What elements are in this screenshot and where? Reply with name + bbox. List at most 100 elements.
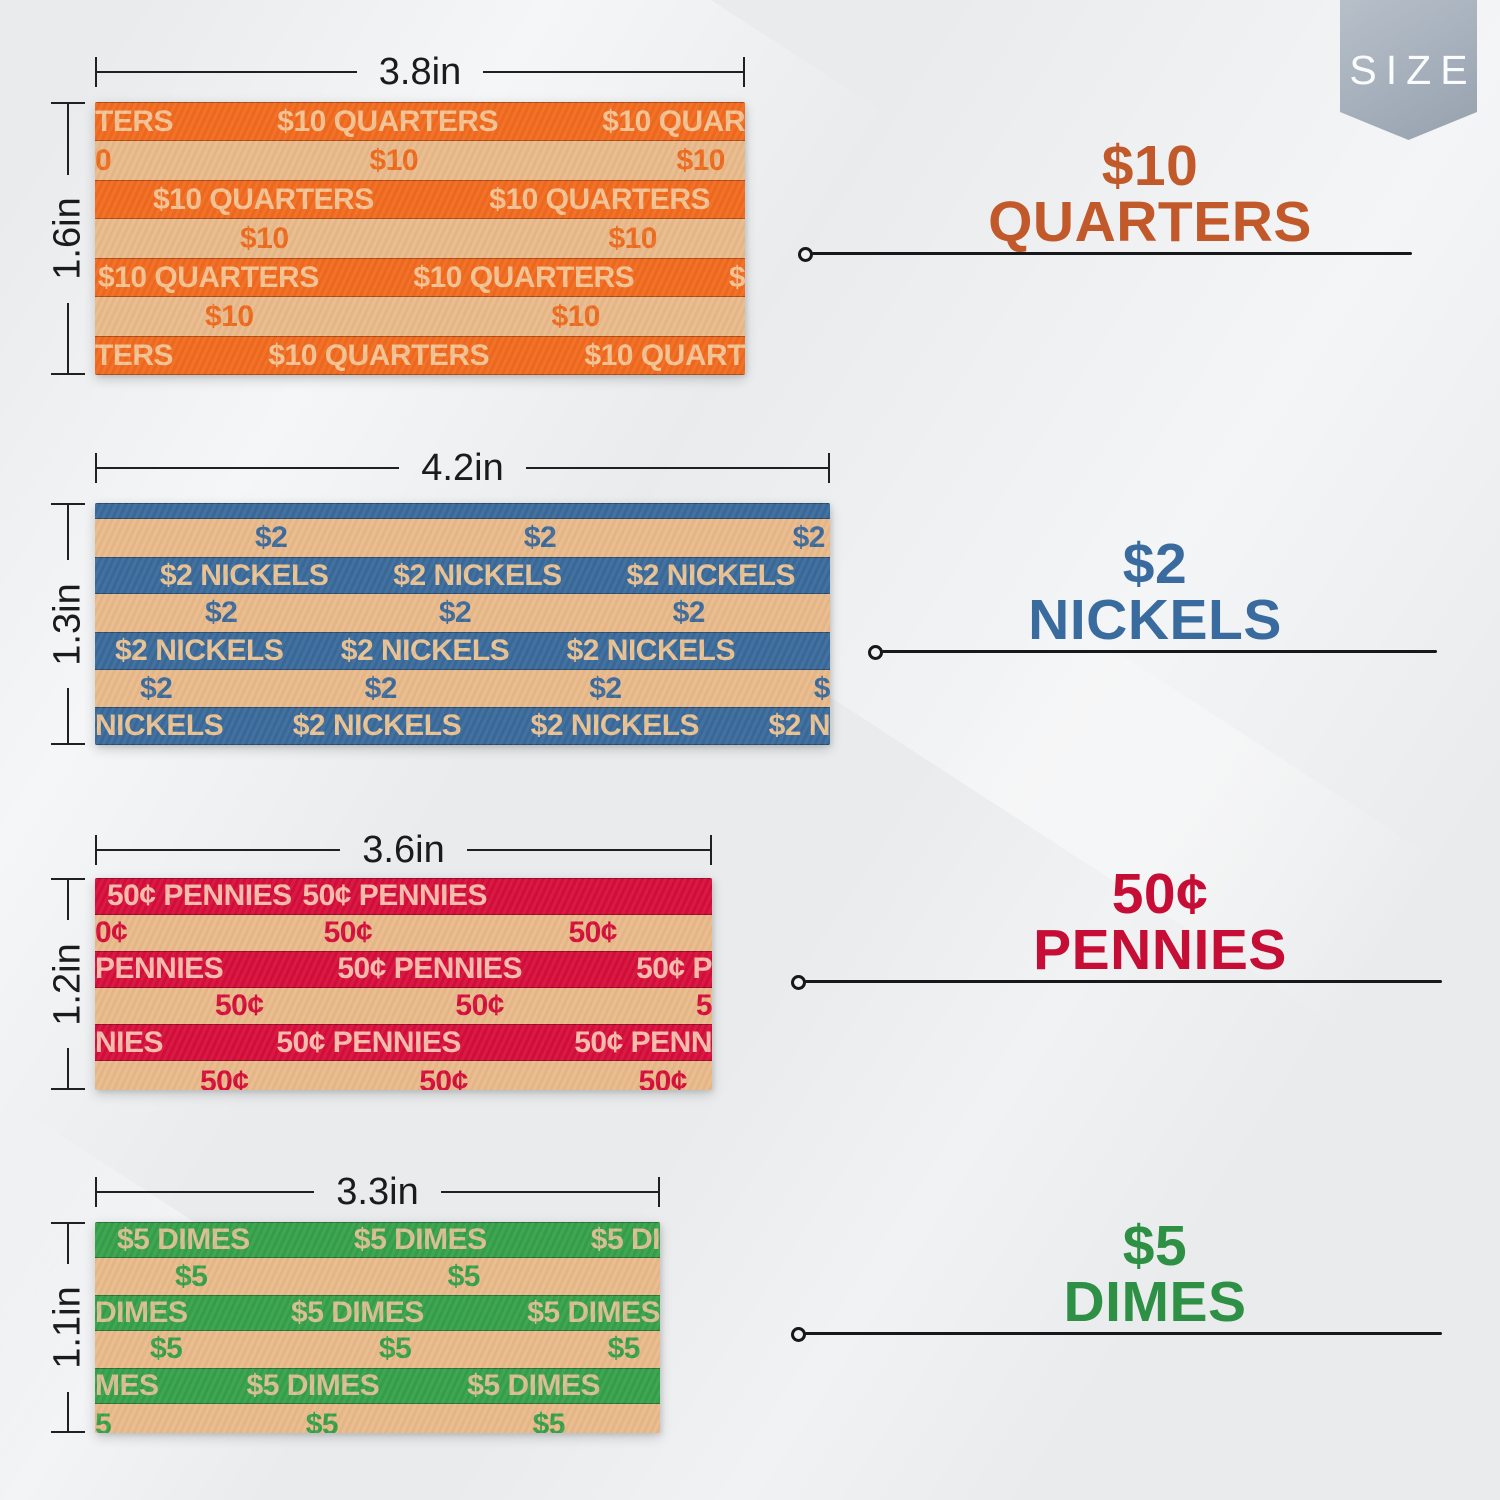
wrapper-stripe: 50¢ PENNIES 50¢ PENNIES — [95, 878, 712, 915]
stripe-text: $10 — [240, 221, 289, 255]
dimension-line — [97, 71, 357, 73]
stripe-text: 50¢ — [568, 915, 617, 949]
stripe-text: $2 — [792, 520, 826, 554]
dimension-line — [440, 1191, 658, 1193]
stripe-text: $5 DIMES — [117, 1223, 250, 1257]
stripe-text: $5 — [447, 1259, 481, 1293]
wrapper-stripe: 0¢ 50¢ 50¢ — [95, 915, 712, 952]
stripe-text: $2 — [672, 596, 706, 630]
stripe-text: MES — [95, 1368, 159, 1402]
stripe-text: $5 — [305, 1408, 339, 1433]
callout-label-dimes: $5 DIMES — [875, 1214, 1435, 1331]
stripe-text: TERS — [95, 338, 174, 372]
dimension-line — [67, 302, 69, 373]
dimension-tick — [51, 503, 85, 505]
width-dimension-dimes: 3.3in — [95, 1173, 660, 1211]
stripe-text: $10 — [369, 143, 419, 177]
stripe-text: $2 NICKELS — [530, 709, 700, 743]
dimension-tick — [51, 878, 85, 880]
stripe-text: $2 — [364, 671, 398, 705]
dimension-line — [67, 880, 69, 920]
dimension-line — [97, 467, 400, 469]
stripe-text: $2 NICKELS — [340, 633, 510, 667]
stripe-text: $5 — [378, 1332, 412, 1366]
wrapper-stripe: $10 QUARTERS $10 QUARTERS $ — [95, 258, 745, 297]
stripe-text: $5 — [607, 1332, 641, 1366]
stripe-text: $2 NICKELS — [566, 633, 736, 667]
wrapper-stripe: TERS $10 QUARTERS $10 QUART — [95, 336, 745, 375]
wrapper-stripe: $2 NICKELS $2 NICKELS $2 NICKELS — [95, 632, 830, 670]
wrapper-stripe: $5 $5 — [95, 1258, 660, 1294]
wrapper-stripe: DIMES $5 DIMES $5 DIMES — [95, 1294, 660, 1332]
stripe-text: PENNIES — [95, 952, 224, 986]
stripe-text: $5 DI — [590, 1223, 660, 1257]
width-dimension-pennies: 3.6in — [95, 831, 712, 869]
wrapper-stripe: $2 $2 $2 — [95, 594, 830, 632]
dimension-line — [97, 849, 341, 851]
dimension-line — [67, 688, 69, 743]
stripe-text: $5 — [175, 1259, 208, 1293]
stripe-text: 50¢ — [200, 1064, 249, 1090]
stripe-text: 0 — [95, 143, 112, 177]
wrapper-stripe: $5 DIMES $5 DIMES $5 DI — [95, 1222, 660, 1259]
stripe-text: $2 NICKELS — [292, 709, 462, 743]
stripe-text: $2 NICKELS — [626, 558, 796, 592]
wrapper-stripe: $2 $2 $2 $ — [95, 670, 830, 708]
stripe-text: 5 — [95, 1408, 112, 1433]
dimension-tick — [51, 743, 85, 745]
callout-line-pennies — [791, 975, 1442, 990]
stripe-text: 50¢ P — [636, 952, 712, 986]
wrapper-stripe: $10 $10 — [95, 219, 745, 258]
callout-label-pennies: 50¢ PENNIES — [880, 866, 1440, 982]
stripe-text: $5 DIMES — [353, 1223, 487, 1257]
callout-coin-name: NICKELS — [1028, 588, 1282, 652]
stripe-text: $5 DIMES — [246, 1368, 380, 1402]
stripe-text: $10 QUARTERS — [277, 104, 499, 138]
stripe-text: $2 NICKELS — [393, 558, 562, 592]
dimension-line — [67, 1391, 69, 1431]
stripe-text: 5 — [695, 989, 712, 1023]
dimension-tick — [658, 1177, 660, 1207]
dimension-tick — [51, 1222, 85, 1224]
callout-coin-name: QUARTERS — [988, 190, 1312, 254]
stripe-text: $10 QUARTERS — [489, 182, 710, 216]
size-badge-label: SIZE — [1349, 47, 1477, 93]
dimension-line — [97, 1191, 315, 1193]
callout-denomination: $5 — [1122, 1214, 1188, 1278]
stripe-text: $5 DIMES — [291, 1296, 424, 1330]
stripe-text: $5 DIMES — [467, 1368, 600, 1402]
coin-wrapper-dimes: $5 DIMES $5 DIMES $5 DI $5 $5 DIMES $5 DIMES $5… — [95, 1222, 660, 1433]
stripe-text: $2 — [523, 520, 557, 554]
wrapper-stripe: TERS $10 QUARTERS $10 QUAR — [95, 102, 745, 141]
wrapper-stripe: $10 QUARTERS $10 QUARTERS — [95, 180, 745, 219]
stripe-text: $5 — [150, 1332, 183, 1366]
dimension-line — [525, 467, 828, 469]
wrapper-stripe: 50¢ 50¢ 5 — [95, 988, 712, 1025]
width-label: 3.3in — [336, 1171, 419, 1213]
stripe-text: $5 — [532, 1408, 566, 1433]
stripe-text: $2 — [255, 520, 288, 554]
wrapper-stripe: MES $5 DIMES $5 DIMES — [95, 1367, 660, 1405]
wrapper-stripe: PENNIES 50¢ PENNIES 50¢ P — [95, 951, 712, 988]
stripe-text: $2 — [205, 596, 238, 630]
wrapper-stripe — [95, 503, 830, 519]
width-label: 3.8in — [378, 51, 462, 93]
callout-label-nickels: $2 NICKELS — [875, 536, 1435, 652]
stripe-text: $2 NICKELS — [160, 558, 329, 592]
dimension-line — [67, 1224, 69, 1264]
stripe-text: 50¢ — [323, 915, 373, 949]
stripe-text: NICKELS — [95, 709, 224, 743]
height-dimension-nickels: 1.3in — [47, 503, 89, 745]
dimension-tick — [51, 102, 85, 104]
wrapper-stripe: 5 $5 $5 — [95, 1404, 660, 1433]
stripe-text: 50¢ — [419, 1064, 468, 1090]
dimension-tick — [710, 835, 712, 865]
stripe-text: $10 QUARTERS — [98, 260, 319, 294]
callout-coin-name: PENNIES — [1033, 918, 1287, 982]
stripe-text: $5 DIMES — [527, 1296, 660, 1330]
stripe-text: $10 QUARTERS — [153, 182, 374, 216]
stripe-text: $10 — [551, 299, 600, 333]
stripe-text: NIES — [95, 1025, 164, 1059]
stripe-text: $10 QUARTERS — [268, 338, 490, 372]
